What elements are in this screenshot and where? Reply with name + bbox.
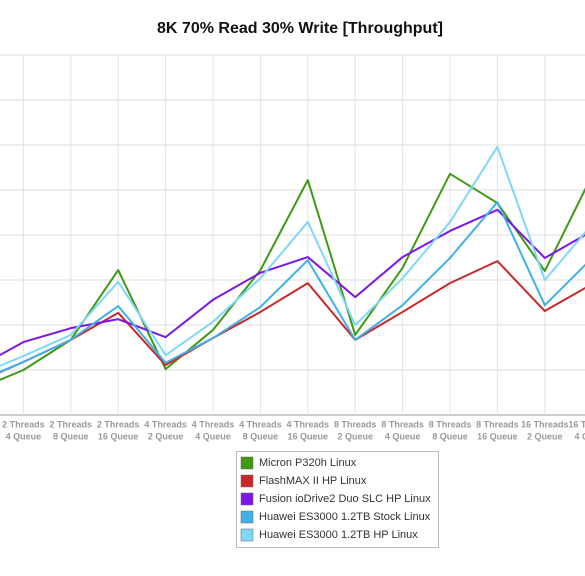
x-tick-label: 8 Threads <box>381 419 424 429</box>
x-tick-label: 2 Threads <box>50 419 93 429</box>
x-tick-label: 16 Queue <box>477 431 518 441</box>
legend-label: Huawei ES3000 1.2TB Stock Linux <box>259 511 431 523</box>
x-tick-label: 4 Threads <box>239 419 282 429</box>
x-tick-label: 4 Threads <box>144 419 187 429</box>
legend-swatch <box>240 492 254 506</box>
legend-swatch <box>240 528 254 542</box>
x-tick-label: 16 Threads <box>568 419 585 429</box>
x-tick-label: 8 Threads <box>429 419 472 429</box>
series-line <box>0 201 585 373</box>
x-tick-label: 2 Threads <box>2 419 45 429</box>
x-tick-label: 8 Queue <box>53 431 89 441</box>
x-tick-label: 4 Queue <box>6 431 42 441</box>
x-tick-label: 16 Queue <box>288 431 329 441</box>
legend-label: Micron P320h Linux <box>259 457 357 469</box>
x-tick-label: 16 Queue <box>98 431 139 441</box>
chart-title: 8K 70% Read 30% Write [Throughput] <box>157 20 443 37</box>
legend-swatch <box>240 474 254 488</box>
legend <box>236 451 439 548</box>
x-tick-label: 2 Queue <box>527 431 563 441</box>
series-line <box>0 145 585 367</box>
x-tick-label: 2 Queue <box>148 431 184 441</box>
x-tick-label: 16 Threads <box>521 419 569 429</box>
x-tick-label: 8 Threads <box>334 419 377 429</box>
x-tick-label: 4 Queue <box>195 431 231 441</box>
x-tick-label: 2 Threads <box>97 419 140 429</box>
x-tick-label: 8 Queue <box>432 431 468 441</box>
legend-label: Huawei ES3000 1.2TB HP Linux <box>259 529 418 541</box>
legend-swatch <box>240 456 254 470</box>
x-tick-label: 4 Queue <box>385 431 421 441</box>
legend-label: FlashMAX II HP Linux <box>259 475 367 487</box>
x-tick-label: 8 Queue <box>243 431 279 441</box>
legend-label: Fusion ioDrive2 Duo SLC HP Linux <box>259 493 431 505</box>
plot-area <box>0 54 585 416</box>
series-line <box>0 172 585 381</box>
x-tick-label: 2 Queue <box>337 431 373 441</box>
x-tick-label: 8 Threads <box>476 419 519 429</box>
x-tick-label: 4 Queue <box>574 431 585 441</box>
legend-swatch <box>240 510 254 524</box>
x-tick-label: 4 Threads <box>287 419 330 429</box>
x-tick-label: 4 Threads <box>192 419 235 429</box>
